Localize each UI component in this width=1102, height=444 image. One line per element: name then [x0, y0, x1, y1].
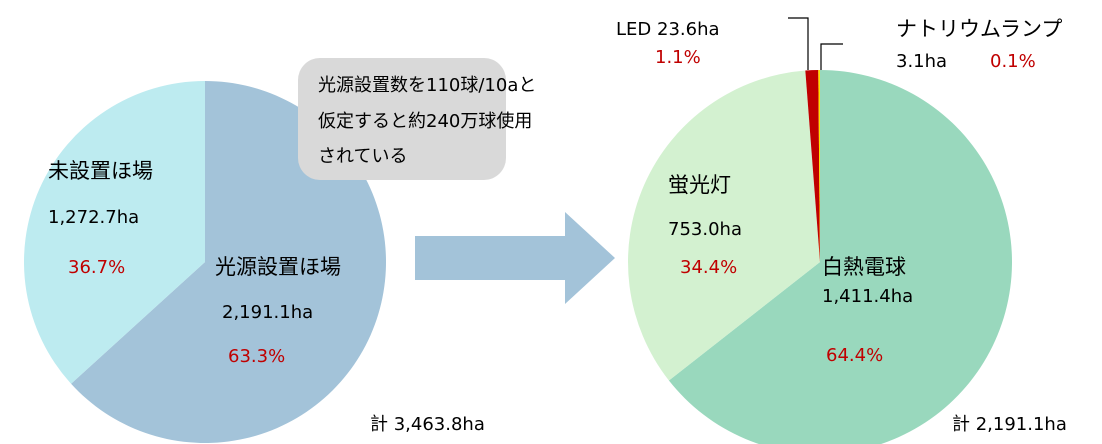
slice-percent: 34.4% [680, 257, 737, 278]
slice-name: 未設置ほ場 [48, 159, 153, 183]
callout-text: されている [318, 146, 407, 167]
slice-label: 蛍光灯 [668, 173, 731, 197]
pie-slice [628, 70, 820, 381]
slice-percent: 36.7% [68, 257, 125, 278]
slice-percent: 0.1% [990, 51, 1036, 72]
slice-label: 光源設置ほ場 [215, 255, 341, 279]
total-label: 計 2,191.1ha [952, 414, 1067, 435]
slice-name: LED [616, 19, 651, 40]
pie-slice [668, 70, 1012, 444]
slice-name: 白熱電球 [822, 255, 906, 279]
callout-text: 仮定すると約240万球使用 [318, 111, 532, 132]
slice-percent: 1.1% [655, 47, 701, 68]
total-label: 計 3,463.8ha [370, 414, 485, 435]
arrow [415, 212, 615, 304]
slice-value: 1,272.7ha [48, 207, 139, 228]
slice-label: 白熱電球 [822, 255, 906, 279]
slice-percent: 64.4% [826, 345, 883, 366]
callout-text: 光源設置数を110球/10aと [318, 75, 536, 96]
leader-line [788, 17, 809, 70]
slice-label: LED 23.6ha [616, 19, 720, 40]
slice-name: ナトリウムランプ [896, 17, 1062, 41]
callout-box [298, 58, 506, 180]
slice-value: 753.0ha [668, 219, 742, 240]
slice-label: ナトリウムランプ [896, 17, 1062, 41]
pie-slice [818, 70, 820, 262]
slice-name: 蛍光灯 [668, 173, 731, 197]
slice-value: 23.6ha [657, 19, 720, 40]
slice-value: 2,191.1ha [222, 302, 313, 323]
pie-slice [805, 70, 820, 262]
slice-percent: 63.3% [228, 346, 285, 367]
pie-slice [24, 81, 206, 384]
slice-value: 1,411.4ha [822, 286, 913, 307]
slice-value: 3.1ha [896, 51, 947, 72]
leader-line [820, 43, 843, 70]
slice-label: 未設置ほ場 [48, 159, 153, 183]
slice-name: 光源設置ほ場 [215, 255, 341, 279]
